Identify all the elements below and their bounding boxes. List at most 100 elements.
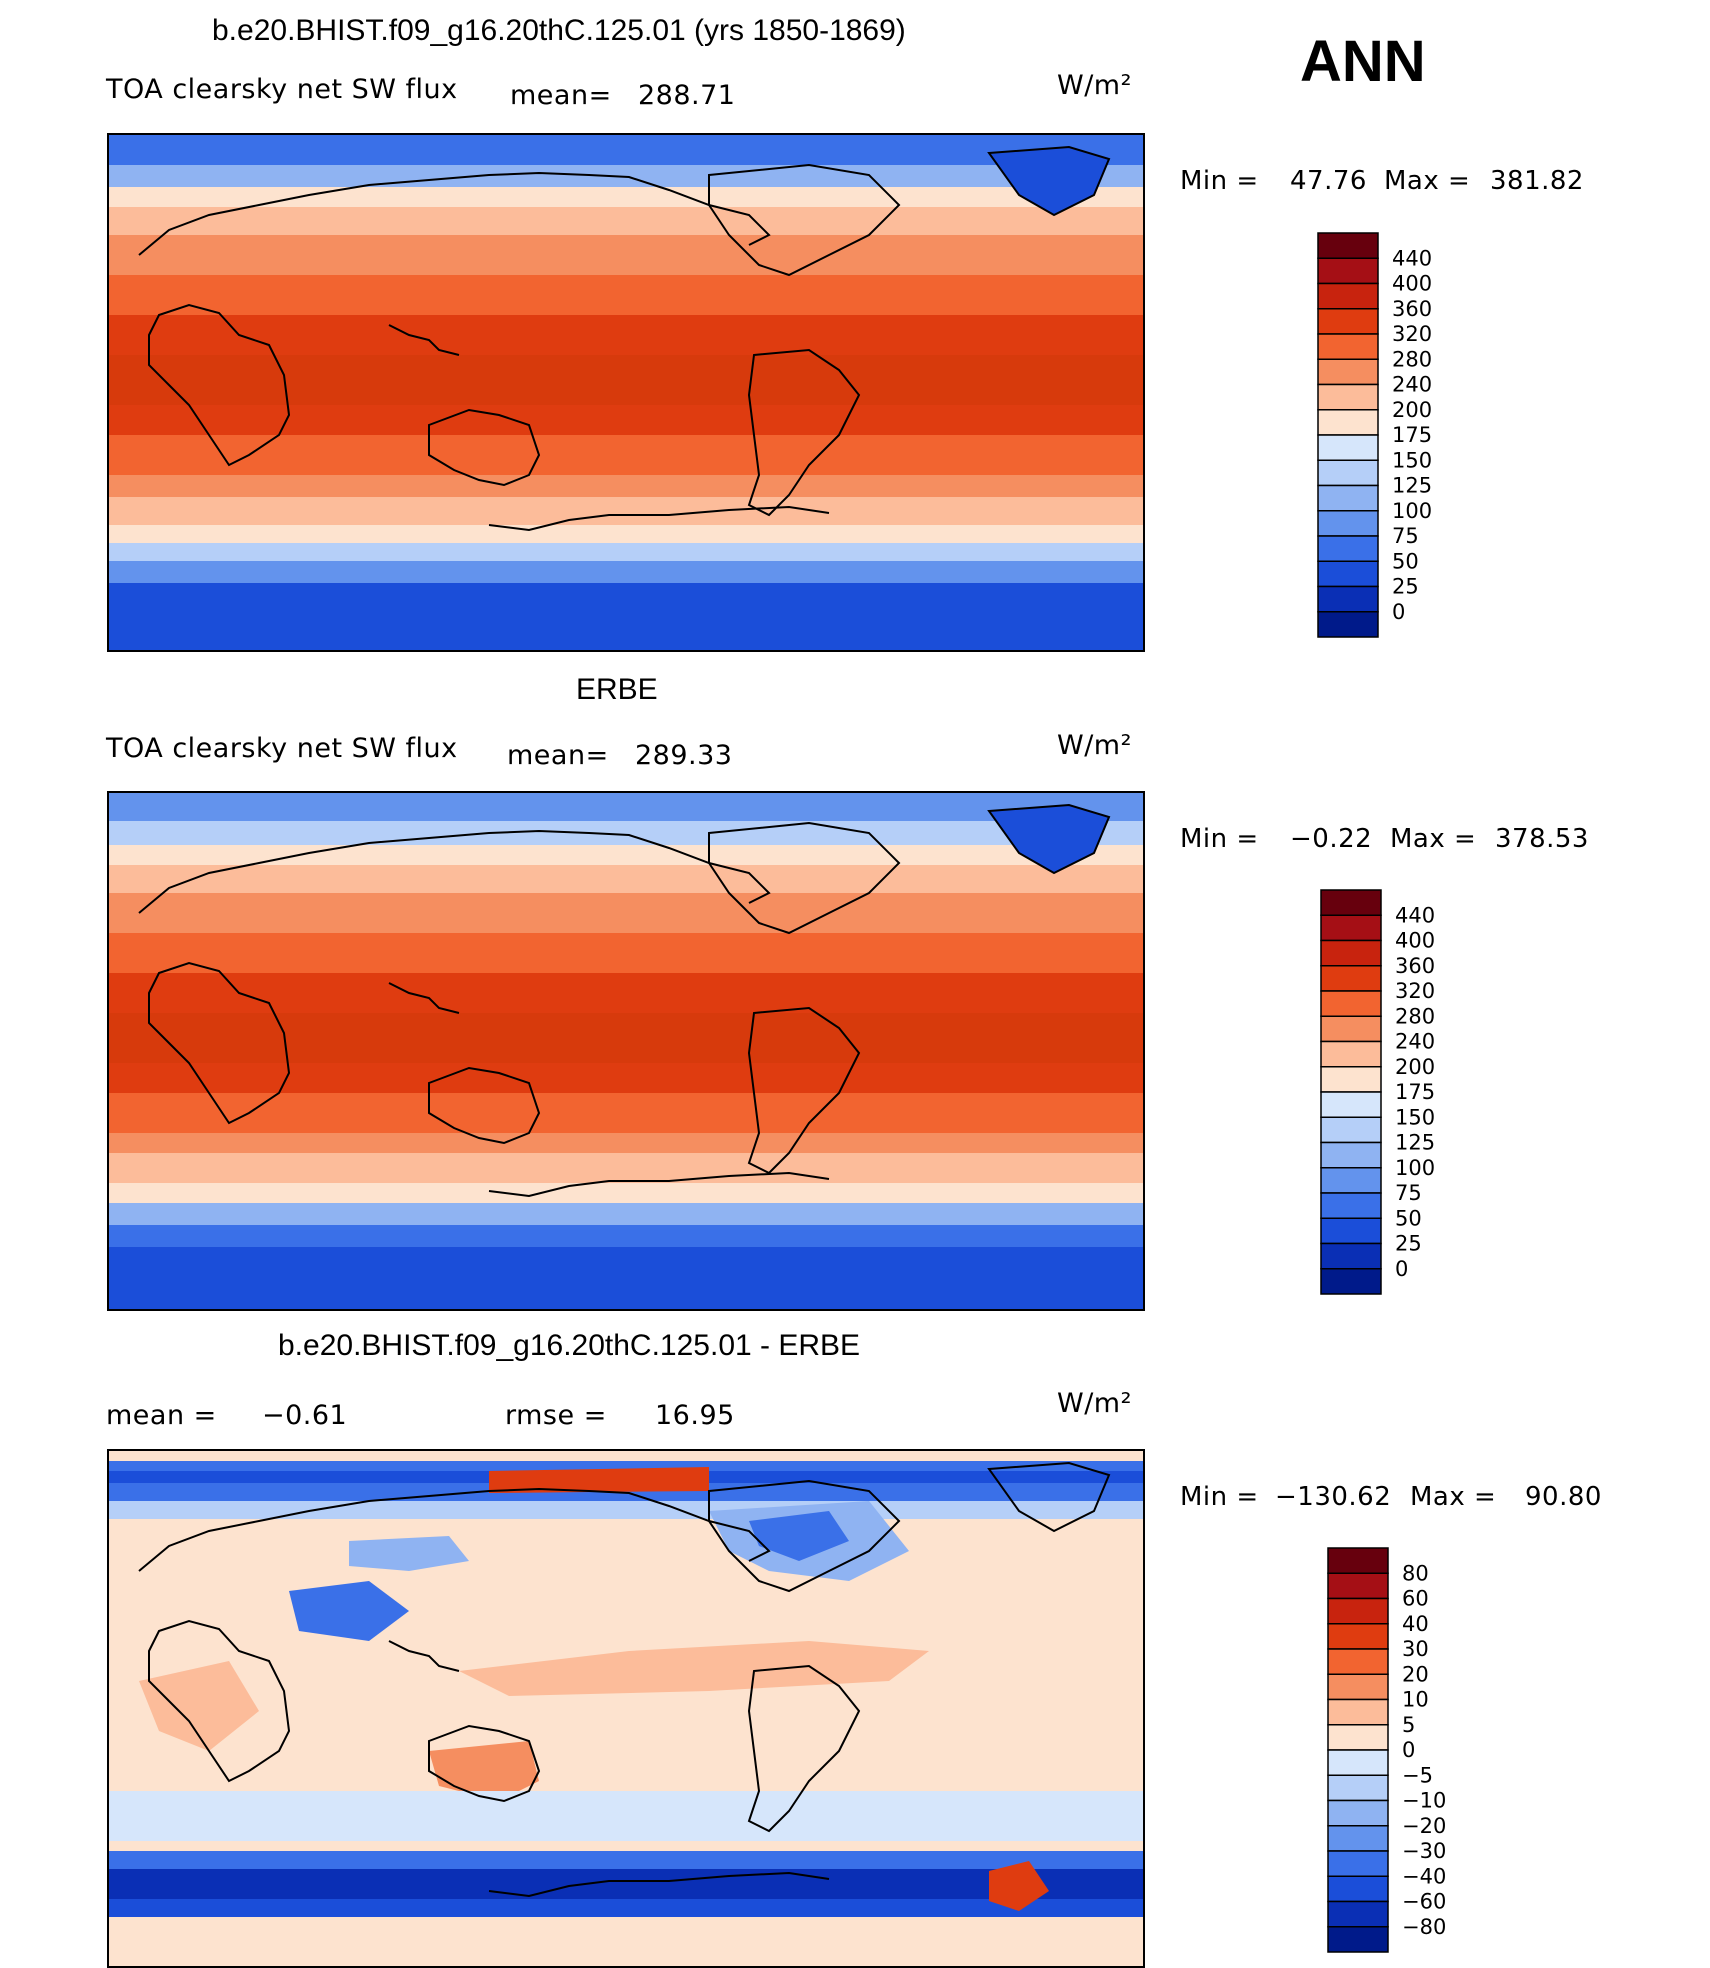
panel3-colorbar-swatch <box>1327 1597 1389 1625</box>
panel1-colorbar-label: 50 <box>1392 549 1419 573</box>
panel3-colorbar-swatch <box>1327 1572 1389 1600</box>
panel3-colorbar-label: 20 <box>1402 1662 1429 1686</box>
panel1-colorbar-swatch <box>1317 257 1379 285</box>
panel1-colorbar-label: 440 <box>1392 246 1432 270</box>
panel1-colorbar-swatch <box>1317 459 1379 487</box>
panel1-colorbar-label: 280 <box>1392 347 1432 371</box>
panel3-map <box>107 1449 1145 1968</box>
panel2-max-label: Max = <box>1390 824 1477 854</box>
panel2-mean-value: 289.33 <box>635 740 733 771</box>
panel2-colorbar-label: 0 <box>1395 1257 1408 1281</box>
panel1-colorbar-swatch <box>1317 383 1379 411</box>
panel3-colorbar-label: −20 <box>1402 1814 1446 1838</box>
panel1-colorbar-swatch <box>1317 535 1379 562</box>
panel3-colorbar-swatch <box>1327 1673 1389 1701</box>
panel1-min-label: Min = <box>1180 166 1259 196</box>
panel2-colorbar-swatch <box>1320 990 1382 1017</box>
panel1-units: W/m² <box>1057 70 1132 101</box>
panel3-mean-value: −0.61 <box>262 1400 348 1431</box>
panel2-colorbar-swatch <box>1320 1167 1382 1194</box>
panel1-title: b.e20.BHIST.f09_g16.20thC.125.01 (yrs 18… <box>212 14 906 47</box>
panel2-colorbar-swatch <box>1320 1066 1382 1093</box>
panel1-colorbar-swatch <box>1317 611 1379 638</box>
panel1-colorbar-swatch <box>1317 333 1379 360</box>
panel2-mean-label: mean= <box>507 740 609 771</box>
panel3-colorbar-label: −5 <box>1402 1763 1433 1787</box>
panel3-rmse-label: rmse = <box>505 1400 607 1431</box>
panel3-colorbar-swatch <box>1327 1749 1389 1776</box>
panel1-max-value: 381.82 <box>1490 166 1584 196</box>
panel3-colorbar-swatch <box>1327 1623 1389 1650</box>
panel1-colorbar: 440 400 360 320 280 240 200 175 150 125 100 75 50 25 0 <box>1317 232 1458 643</box>
panel2-colorbar-label: 50 <box>1395 1206 1422 1230</box>
panel1-colorbar-label: 0 <box>1392 600 1405 624</box>
panel1-colorbar-swatch <box>1317 409 1379 436</box>
panel1-colorbar-swatch <box>1317 282 1379 310</box>
panel2-colorbar-label: 400 <box>1395 929 1435 953</box>
panel3-colorbar-swatch <box>1327 1774 1389 1802</box>
panel2-colorbar-label: 320 <box>1395 979 1435 1003</box>
panel2-colorbar-label: 440 <box>1395 903 1435 927</box>
panel3-colorbar-label: −80 <box>1402 1915 1446 1939</box>
panel2-colorbar-label: 360 <box>1395 954 1435 978</box>
panel1-mean-label: mean= <box>510 80 612 111</box>
panel3-min-value: −130.62 <box>1275 1482 1392 1512</box>
panel3-max-value: 90.80 <box>1525 1482 1602 1512</box>
panel3-colorbar-swatch <box>1327 1850 1389 1877</box>
panel3-rmse-value: 16.95 <box>655 1400 735 1431</box>
panel2-colorbar: 440 400 360 320 280 240 200 175 150 125 100 75 50 25 0 <box>1320 889 1461 1300</box>
panel1-colorbar-swatch <box>1317 232 1379 259</box>
panel2-colorbar-swatch <box>1320 1217 1382 1245</box>
panel1-mean-value: 288.71 <box>638 80 736 111</box>
panel1-colorbar-label: 400 <box>1392 272 1432 296</box>
panel2-colorbar-label: 200 <box>1395 1055 1435 1079</box>
panel2-title: ERBE <box>576 673 658 706</box>
panel1-colorbar-label: 240 <box>1392 373 1432 397</box>
panel2-min-value: −0.22 <box>1290 824 1373 854</box>
panel1-colorbar-label: 75 <box>1392 524 1419 548</box>
panel1-colorbar-label: 200 <box>1392 398 1432 422</box>
panel3-colorbar-swatch <box>1327 1825 1389 1852</box>
panel2-colorbar-label: 125 <box>1395 1131 1435 1155</box>
panel3-colorbar-label: −40 <box>1402 1864 1446 1888</box>
panel3-colorbar-label: 60 <box>1402 1587 1429 1611</box>
panel3-mean-label: mean = <box>106 1400 217 1431</box>
panel3-colorbar: 80 60 40 30 20 10 5 0 −5 −10 −20 −30 −40 −60 −80 <box>1327 1547 1468 1958</box>
panel2-colorbar-label: 175 <box>1395 1080 1435 1104</box>
panel1-colorbar-label: 175 <box>1392 423 1432 447</box>
panel2-colorbar-label: 100 <box>1395 1156 1435 1180</box>
panel3-colorbar-label: 5 <box>1402 1713 1415 1737</box>
panel2-colorbar-label: 280 <box>1395 1004 1435 1028</box>
panel2-colorbar-label: 150 <box>1395 1105 1435 1129</box>
panel2-colorbar-label: 240 <box>1395 1030 1435 1054</box>
panel1-colorbar-swatch <box>1317 484 1379 512</box>
panel3-colorbar-swatch <box>1327 1547 1389 1574</box>
panel2-colorbar-swatch <box>1320 1015 1382 1043</box>
panel3-colorbar-label: −10 <box>1402 1789 1446 1813</box>
panel2-colorbar-swatch <box>1320 1192 1382 1219</box>
panel1-colorbar-label: 320 <box>1392 322 1432 346</box>
panel1-colorbar-label: 125 <box>1392 474 1432 498</box>
panel1-colorbar-swatch <box>1317 560 1379 588</box>
panel3-colorbar-label: 40 <box>1402 1612 1429 1636</box>
panel2-colorbar-label: 75 <box>1395 1181 1422 1205</box>
panel1-colorbar-swatch <box>1317 308 1379 335</box>
panel3-colorbar-swatch <box>1327 1926 1389 1953</box>
panel1-colorbar-label: 100 <box>1392 499 1432 523</box>
panel2-map <box>107 791 1145 1311</box>
panel1-map <box>107 133 1145 652</box>
panel3-min-label: Min = <box>1180 1482 1259 1512</box>
panel1-colorbar-label: 360 <box>1392 297 1432 321</box>
panel3-colorbar-swatch <box>1327 1799 1389 1827</box>
panel2-colorbar-swatch <box>1320 939 1382 967</box>
panel2-colorbar-swatch <box>1320 965 1382 992</box>
panel1-colorbar-swatch <box>1317 510 1379 537</box>
panel1-colorbar-swatch <box>1317 585 1379 613</box>
panel3-colorbar-swatch <box>1327 1724 1389 1751</box>
panel3-colorbar-label: −60 <box>1402 1890 1446 1914</box>
panel1-min-value: 47.76 <box>1290 166 1367 196</box>
panel1-max-label: Max = <box>1384 166 1471 196</box>
panel2-colorbar-swatch <box>1320 1268 1382 1295</box>
